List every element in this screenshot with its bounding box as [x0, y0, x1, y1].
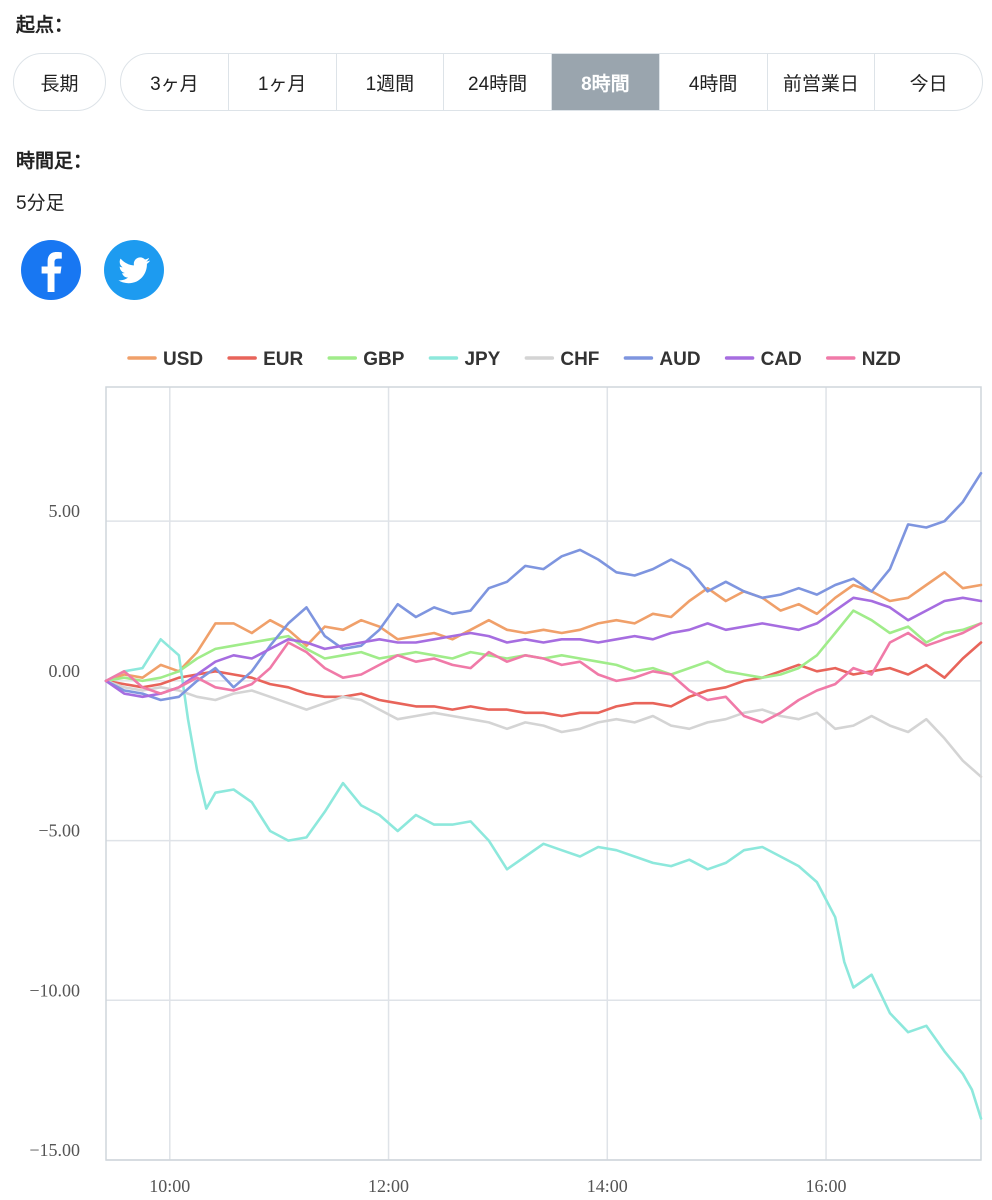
legend-label: AUD [659, 349, 700, 370]
legend-item-cad[interactable]: CAD [724, 349, 802, 370]
range-button-1month[interactable]: 1ヶ月 [229, 54, 337, 110]
range-button-long[interactable]: 長期 [40, 73, 79, 95]
twitter-share-button[interactable] [104, 240, 164, 300]
legend-item-chf[interactable]: CHF [524, 349, 599, 370]
legend-label: NZD [862, 349, 901, 370]
facebook-icon [41, 252, 62, 292]
chart-series [104, 471, 983, 1120]
legend-label: USD [163, 349, 203, 370]
currency-strength-chart: USD EUR GBP JPY CHF AUD CAD NZD 5.00 0.00 −5.00 −1… [0, 330, 992, 1200]
range-button-4hours[interactable]: 4時間 [660, 54, 768, 110]
chart-axes: 5.00 0.00 −5.00 −10.00 −15.00 10:00 12:00 14:00… [29, 501, 846, 1196]
chart-svg: USD EUR GBP JPY CHF AUD CAD NZD 5.00 0.00 −5.00 −1… [29, 349, 983, 1196]
series-line-aud[interactable] [104, 471, 983, 702]
y-tick-label: −10.00 [29, 980, 80, 1000]
y-tick-label: −15.00 [29, 1140, 80, 1160]
range-button-prev-business-day[interactable]: 前営業日 [768, 54, 876, 110]
origin-label: 起点： [16, 15, 74, 36]
chart-grid [105, 386, 982, 1161]
legend-label: CAD [761, 349, 802, 370]
legend-label: GBP [363, 349, 405, 370]
y-tick-label: 5.00 [49, 501, 81, 521]
legend-label: JPY [464, 349, 500, 370]
legend-label: EUR [263, 349, 303, 370]
timeframe-value: 5分足 [16, 193, 65, 214]
legend-item-nzd[interactable]: NZD [826, 349, 901, 370]
legend-item-eur[interactable]: EUR [227, 349, 304, 370]
range-button-24hours[interactable]: 24時間 [444, 54, 552, 110]
series-line-eur[interactable] [104, 641, 983, 718]
legend-item-usd[interactable]: USD [127, 349, 203, 370]
x-tick-label: 14:00 [587, 1176, 628, 1196]
series-line-nzd[interactable] [104, 622, 983, 724]
plot-area-border [105, 386, 982, 1161]
y-tick-label: 0.00 [49, 661, 81, 681]
timeframe-label: 時間足： [16, 151, 93, 172]
range-long-group: 長期 [13, 53, 106, 111]
range-button-1week[interactable]: 1週間 [337, 54, 445, 110]
x-tick-label: 10:00 [149, 1176, 190, 1196]
legend-item-jpy[interactable]: JPY [428, 349, 501, 370]
legend-label: CHF [560, 349, 599, 370]
series-line-cad[interactable] [104, 596, 983, 699]
x-tick-label: 16:00 [806, 1176, 847, 1196]
y-tick-label: −5.00 [38, 821, 80, 841]
series-line-chf[interactable] [104, 679, 983, 778]
series-line-usd[interactable] [104, 571, 983, 683]
facebook-share-button[interactable] [21, 240, 81, 300]
range-button-3months[interactable]: 3ヶ月 [121, 54, 229, 110]
series-line-jpy[interactable] [104, 638, 983, 1120]
twitter-icon [118, 257, 151, 284]
range-button-group: 3ヶ月 1ヶ月 1週間 24時間 8時間 4時間 前営業日 今日 [120, 53, 983, 111]
x-tick-label: 12:00 [368, 1176, 409, 1196]
range-button-today[interactable]: 今日 [909, 73, 948, 95]
range-button-8hours[interactable]: 8時間 [552, 54, 660, 110]
legend-item-aud[interactable]: AUD [623, 349, 701, 370]
legend-item-gbp[interactable]: GBP [327, 349, 405, 370]
chart-legend: USD EUR GBP JPY CHF AUD CAD NZD [127, 349, 901, 370]
